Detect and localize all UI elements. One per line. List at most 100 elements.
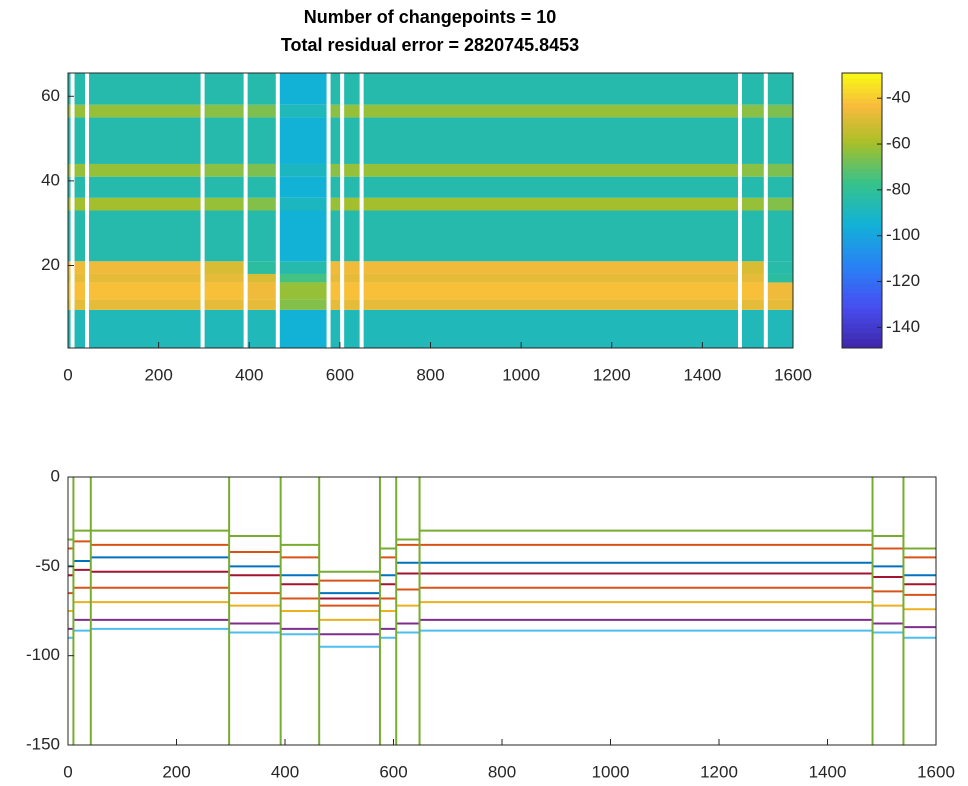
heatmap-cell bbox=[202, 309, 246, 348]
heatmap-cell bbox=[68, 176, 73, 198]
heatmap-cell bbox=[739, 176, 766, 198]
heatmap-cell bbox=[361, 261, 740, 274]
heatmap-cell bbox=[342, 73, 362, 105]
heatmap-cell bbox=[739, 282, 766, 300]
heatmap-cell bbox=[68, 261, 73, 274]
x-tick-label: 400 bbox=[235, 365, 263, 384]
colorbar-swatch bbox=[842, 158, 882, 164]
heatmap-cell bbox=[68, 104, 73, 118]
colorbar-swatch bbox=[842, 103, 882, 109]
colorbar-tick-label: -120 bbox=[886, 271, 920, 290]
colorbar-swatch bbox=[842, 333, 882, 339]
colorbar-swatch bbox=[842, 108, 882, 114]
colorbar-swatch bbox=[842, 293, 882, 299]
heatmap-cell bbox=[68, 299, 73, 310]
heatmap-cell bbox=[245, 299, 278, 310]
colorbar-swatch bbox=[842, 193, 882, 199]
colorbar-swatch bbox=[842, 128, 882, 134]
heatmap-cell bbox=[202, 273, 246, 283]
colorbar-swatch bbox=[842, 133, 882, 139]
heatmap-cell bbox=[342, 273, 362, 283]
colorbar-swatch bbox=[842, 203, 882, 209]
colorbar-swatch bbox=[842, 258, 882, 264]
heatmap-cell bbox=[765, 117, 793, 164]
colorbar-swatch bbox=[842, 273, 882, 279]
colorbar-swatch bbox=[842, 218, 882, 224]
heatmap-cell bbox=[202, 163, 246, 177]
colorbar-swatch bbox=[842, 238, 882, 244]
colorbar-swatch bbox=[842, 263, 882, 269]
heatmap-cell bbox=[765, 282, 793, 300]
heatmap-cell bbox=[202, 210, 246, 262]
heatmap-cell bbox=[87, 176, 203, 198]
heatmap-cell bbox=[68, 273, 73, 283]
y-tick-label: 0 bbox=[51, 466, 60, 485]
colorbar-tick-label: -80 bbox=[886, 179, 911, 198]
colorbar-swatch bbox=[842, 268, 882, 274]
heatmap-cell bbox=[87, 261, 203, 274]
heatmap-cell bbox=[739, 73, 766, 105]
x-tick-label: 1200 bbox=[593, 365, 631, 384]
y-tick-label: -100 bbox=[26, 645, 60, 664]
heatmap-cell bbox=[245, 73, 278, 105]
heatmap-cell bbox=[361, 176, 740, 198]
heatmap-cell bbox=[202, 104, 246, 118]
heatmap-cell bbox=[277, 309, 329, 348]
colorbar-swatch bbox=[842, 248, 882, 254]
colorbar-swatch bbox=[842, 313, 882, 319]
heatmap-cell bbox=[277, 117, 329, 164]
x-tick-label: 0 bbox=[63, 365, 72, 384]
heatmap-cell bbox=[361, 163, 740, 177]
colorbar-swatch bbox=[842, 163, 882, 169]
heatmap-cell bbox=[765, 261, 793, 274]
heatmap-cell bbox=[342, 176, 362, 198]
colorbar-swatch bbox=[842, 303, 882, 309]
x-tick-label: 1400 bbox=[809, 762, 847, 781]
colorbar-tick-label: -140 bbox=[886, 317, 920, 336]
heatmap-cell bbox=[245, 210, 278, 262]
colorbar-swatch bbox=[842, 198, 882, 204]
heatmap-cell bbox=[68, 282, 73, 300]
colorbar-swatch bbox=[842, 148, 882, 154]
heatmap-cell bbox=[328, 104, 343, 118]
heatmap-cell bbox=[245, 261, 278, 274]
heatmap-cell bbox=[328, 309, 343, 348]
heatmap-cell bbox=[87, 163, 203, 177]
heatmap-cell bbox=[739, 104, 766, 118]
heatmap-cell bbox=[68, 117, 73, 164]
heatmap-cell bbox=[277, 261, 329, 274]
heatmap-cell bbox=[361, 197, 740, 211]
x-tick-label: 1400 bbox=[683, 365, 721, 384]
heatmap-cell bbox=[72, 117, 88, 164]
heatmap-cell bbox=[72, 163, 88, 177]
colorbar-swatch bbox=[842, 338, 882, 344]
x-tick-label: 600 bbox=[326, 365, 354, 384]
heatmap-cell bbox=[328, 117, 343, 164]
colorbar-swatch bbox=[842, 243, 882, 249]
colorbar-swatch bbox=[842, 168, 882, 174]
colorbar-tick-label: -40 bbox=[886, 88, 911, 107]
heatmap-cell bbox=[245, 163, 278, 177]
heatmap-cell bbox=[739, 210, 766, 262]
x-tick-label: 0 bbox=[63, 762, 72, 781]
colorbar-swatch bbox=[842, 98, 882, 104]
colorbar-swatch bbox=[842, 223, 882, 229]
colorbar-swatch bbox=[842, 73, 882, 79]
heatmap-cell bbox=[72, 273, 88, 283]
heatmap-cell bbox=[765, 176, 793, 198]
heatmap-cell bbox=[202, 176, 246, 198]
heatmap-cell bbox=[72, 104, 88, 118]
colorbar-tick-label: -60 bbox=[886, 134, 911, 153]
heatmap-cell bbox=[72, 176, 88, 198]
heatmap-cell bbox=[361, 309, 740, 348]
heatmap-cell bbox=[342, 210, 362, 262]
colorbar-swatch bbox=[842, 228, 882, 234]
x-tick-label: 200 bbox=[162, 762, 190, 781]
colorbar-swatch bbox=[842, 83, 882, 89]
heatmap-cell bbox=[342, 117, 362, 164]
x-tick-label: 800 bbox=[416, 365, 444, 384]
heatmap-cell bbox=[68, 163, 73, 177]
heatmap-cell bbox=[361, 299, 740, 310]
heatmap-cell bbox=[72, 261, 88, 274]
heatmap-cell bbox=[739, 163, 766, 177]
